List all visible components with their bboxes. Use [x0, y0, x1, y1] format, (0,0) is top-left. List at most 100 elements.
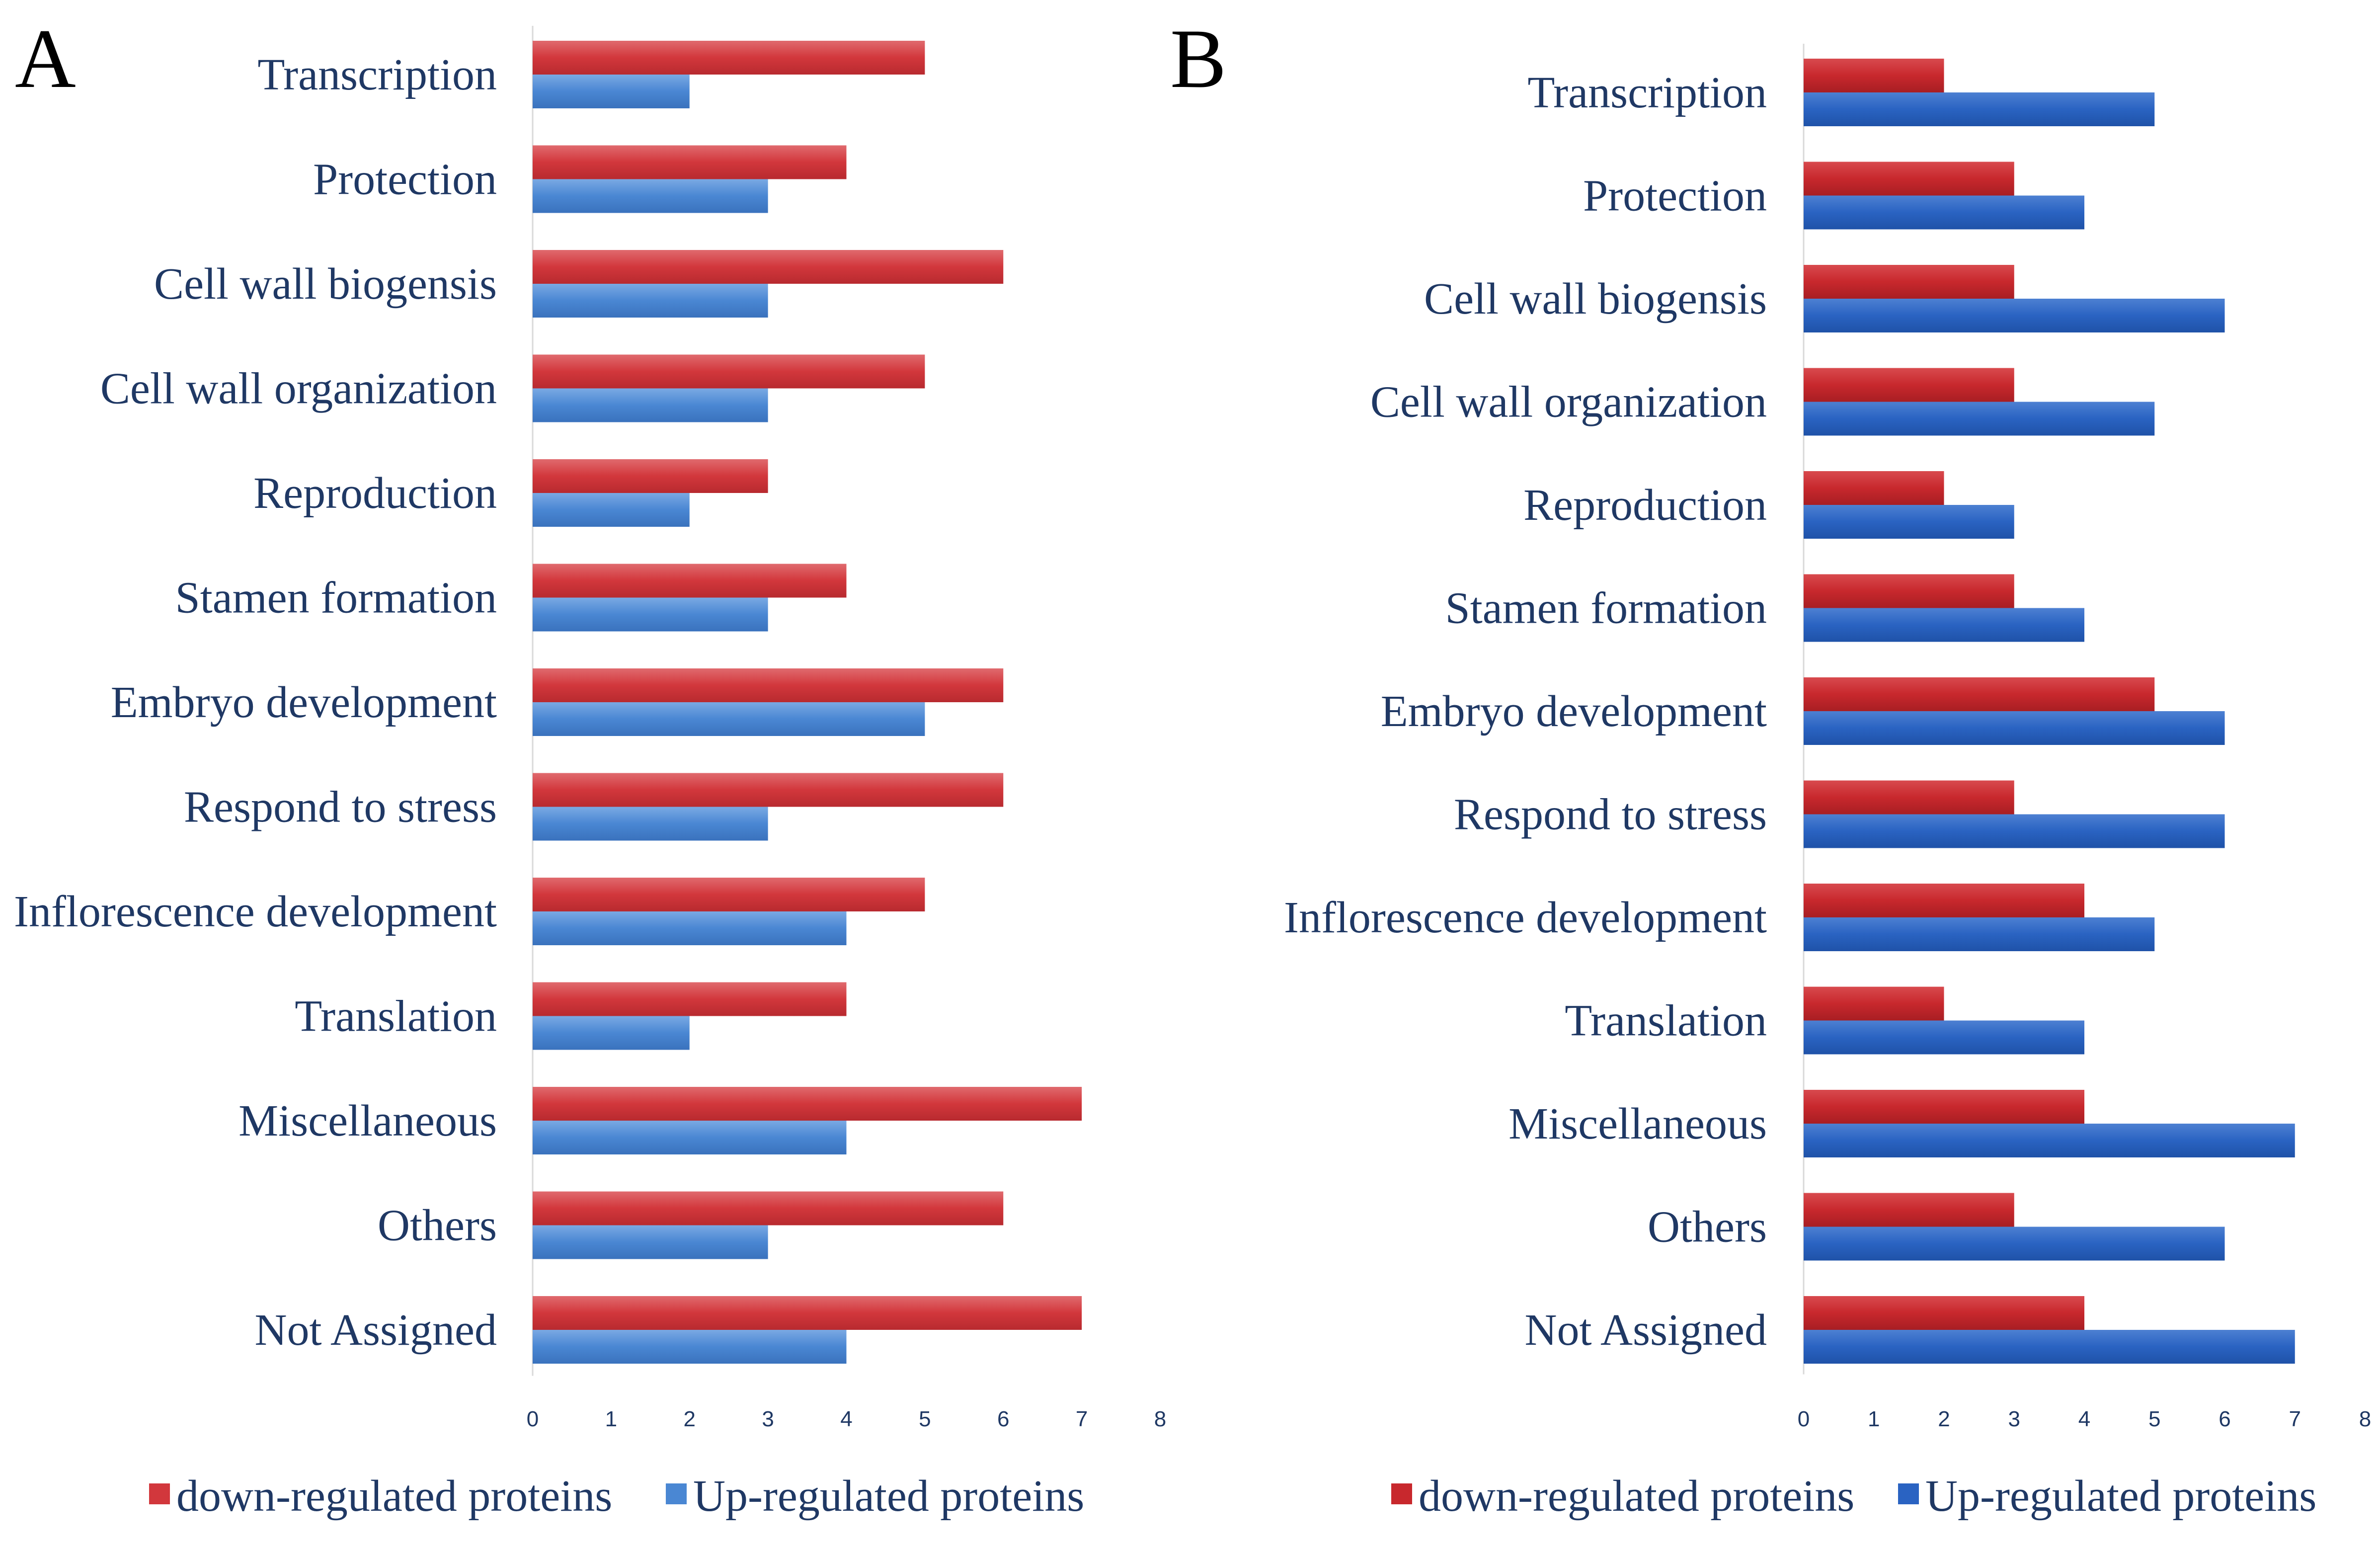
- chart-panel-a: Transcription Protection Cell wall biogens…: [14, 26, 1166, 1521]
- bar-down-cell-wall-biogensis: [1804, 265, 2014, 299]
- bar-down-cell-wall-organization: [533, 354, 925, 389]
- bar-down-protection: [1804, 162, 2014, 196]
- bar-up-others: [1804, 1226, 2225, 1261]
- legend-swatch-down: [149, 1483, 170, 1504]
- x-tick-label: 8: [1154, 1407, 1166, 1431]
- chart-panel-b: Transcription Protection Cell wall biogens…: [1284, 44, 2371, 1521]
- category-label: Translation: [1565, 996, 1767, 1046]
- category-label: Translation: [295, 992, 497, 1041]
- bar-down-embryo-development: [1804, 677, 2155, 711]
- bar-up-embryo-development: [1804, 711, 2225, 745]
- x-tick-label: 8: [2359, 1407, 2371, 1431]
- x-tick-label: 2: [1938, 1407, 1950, 1431]
- x-tick-label: 0: [1798, 1407, 1810, 1431]
- category-label: Respond to stress: [1454, 790, 1767, 839]
- bar-down-inflorescence-development: [533, 878, 925, 911]
- category-label: Inflorescence development: [1284, 893, 1767, 942]
- bar-down-respond-to-stress: [533, 773, 1004, 807]
- category-label: Protection: [313, 155, 497, 204]
- bar-up-others: [533, 1225, 768, 1259]
- bar-up-not-assigned: [533, 1330, 847, 1364]
- bar-down-miscellaneous: [533, 1087, 1082, 1121]
- bar-up-stamen-formation: [533, 597, 768, 632]
- category-label: Respond to stress: [184, 783, 497, 832]
- panel-label-a: A: [15, 12, 76, 105]
- bar-up-translation: [533, 1016, 690, 1050]
- bar-down-transcription: [1804, 59, 1944, 92]
- x-tick-label: 4: [2078, 1407, 2090, 1431]
- x-tick-label: 3: [762, 1407, 774, 1431]
- bar-up-transcription: [1804, 92, 2155, 126]
- x-tick-label: 7: [1076, 1407, 1088, 1431]
- bar-down-reproduction: [533, 459, 768, 493]
- category-label: Not Assigned: [1524, 1306, 1767, 1355]
- bar-down-transcription: [533, 41, 925, 75]
- category-label: Cell wall organization: [100, 364, 497, 413]
- category-label: Reproduction: [1523, 481, 1767, 530]
- bar-down-others: [533, 1191, 1004, 1226]
- category-label: Stamen formation: [1445, 584, 1767, 633]
- bar-up-cell-wall-organization: [1804, 402, 2155, 436]
- panel-label-b: B: [1170, 12, 1226, 105]
- x-tick-label: 7: [2289, 1407, 2301, 1431]
- category-label: Miscellaneous: [1508, 1099, 1767, 1148]
- category-label: Embryo development: [1381, 687, 1767, 736]
- bar-up-translation: [1804, 1020, 2084, 1055]
- bar-up-inflorescence-development: [533, 911, 847, 945]
- bar-down-stamen-formation: [1804, 574, 2014, 608]
- bar-up-miscellaneous: [1804, 1124, 2295, 1157]
- x-tick-label: 5: [919, 1407, 931, 1431]
- legend-label-up: Up-regulated proteins: [1925, 1471, 2316, 1521]
- x-tick-label: 2: [684, 1407, 696, 1431]
- legend-swatch-up: [666, 1483, 687, 1504]
- bar-up-cell-wall-biogensis: [533, 284, 768, 318]
- bar-up-reproduction: [533, 493, 690, 527]
- bar-down-not-assigned: [1804, 1296, 2084, 1330]
- category-label: Miscellaneous: [238, 1096, 497, 1145]
- bar-down-inflorescence-development: [1804, 884, 2084, 917]
- category-label: Inflorescence development: [14, 887, 497, 936]
- category-label: Transcription: [1527, 68, 1767, 117]
- category-label: Cell wall biogensis: [1424, 274, 1767, 324]
- bar-down-respond-to-stress: [1804, 780, 2014, 815]
- x-tick-label: 1: [605, 1407, 617, 1431]
- x-tick-label: 0: [527, 1407, 539, 1431]
- x-tick-label: 1: [1868, 1407, 1880, 1431]
- bar-down-miscellaneous: [1804, 1090, 2084, 1124]
- x-tick-label: 3: [2008, 1407, 2020, 1431]
- bar-up-embryo-development: [533, 702, 925, 736]
- bar-up-protection: [1804, 195, 2084, 230]
- category-label: Transcription: [257, 50, 497, 99]
- bar-up-respond-to-stress: [533, 807, 768, 841]
- bar-up-inflorescence-development: [1804, 917, 2155, 951]
- category-label: Cell wall biogensis: [154, 259, 497, 309]
- bar-down-embryo-development: [533, 668, 1004, 702]
- category-label: Protection: [1583, 171, 1767, 221]
- bar-up-transcription: [533, 75, 690, 108]
- bar-up-not-assigned: [1804, 1330, 2295, 1364]
- x-tick-label: 4: [840, 1407, 852, 1431]
- category-label: Not Assigned: [254, 1306, 497, 1355]
- bar-down-translation: [533, 982, 847, 1016]
- legend-label-down: down-regulated proteins: [1419, 1471, 1854, 1521]
- bar-up-respond-to-stress: [1804, 814, 2225, 848]
- bar-up-cell-wall-biogensis: [1804, 299, 2225, 332]
- bar-down-stamen-formation: [533, 564, 847, 598]
- category-label: Others: [378, 1201, 497, 1250]
- category-label: Others: [1648, 1203, 1767, 1252]
- legend-label-up: Up-regulated proteins: [693, 1471, 1084, 1521]
- category-label: Stamen formation: [175, 573, 497, 623]
- bar-down-protection: [533, 145, 847, 179]
- bar-down-translation: [1804, 986, 1944, 1021]
- legend-swatch-down: [1391, 1483, 1412, 1504]
- category-label: Cell wall organization: [1370, 378, 1767, 427]
- bar-up-stamen-formation: [1804, 608, 2084, 642]
- x-tick-label: 6: [997, 1407, 1009, 1431]
- bar-down-reproduction: [1804, 471, 1944, 505]
- bar-down-cell-wall-organization: [1804, 368, 2014, 402]
- x-tick-label: 6: [2219, 1407, 2230, 1431]
- bar-down-others: [1804, 1193, 2014, 1227]
- legend-label-down: down-regulated proteins: [176, 1471, 612, 1521]
- bar-up-protection: [533, 179, 768, 213]
